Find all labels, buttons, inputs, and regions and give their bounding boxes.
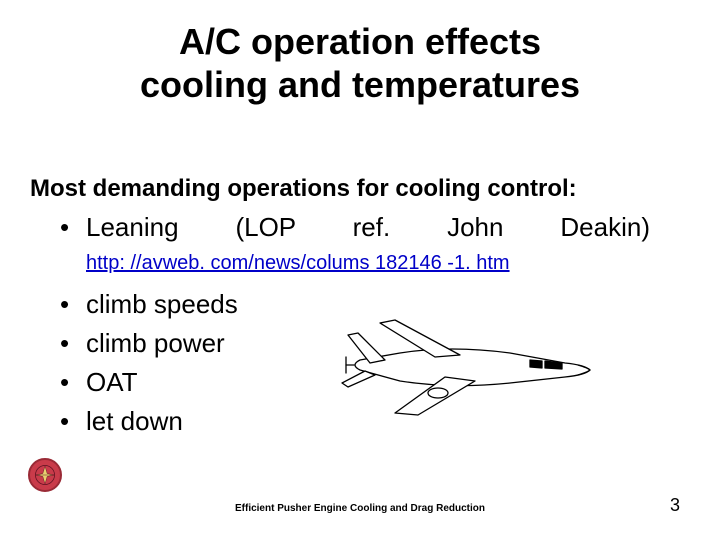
airplane-illustration — [340, 305, 600, 425]
bullet-item: Leaning (LOP ref. John Deakin) — [60, 210, 650, 245]
slide-container: A/C operation effects cooling and temper… — [0, 0, 720, 540]
title-line-1: A/C operation effects — [179, 21, 541, 62]
logo-icon — [34, 464, 56, 486]
reference-link[interactable]: http: //avweb. com/news/colums 182146 -1… — [86, 252, 510, 275]
slide-title: A/C operation effects cooling and temper… — [0, 20, 720, 106]
airplane-icon — [340, 305, 600, 425]
page-number: 3 — [670, 495, 680, 516]
subtitle: Most demanding operations for cooling co… — [30, 175, 690, 203]
logo-badge — [28, 458, 62, 492]
footer-text: Efficient Pusher Engine Cooling and Drag… — [0, 503, 720, 514]
title-line-2: cooling and temperatures — [140, 64, 580, 105]
